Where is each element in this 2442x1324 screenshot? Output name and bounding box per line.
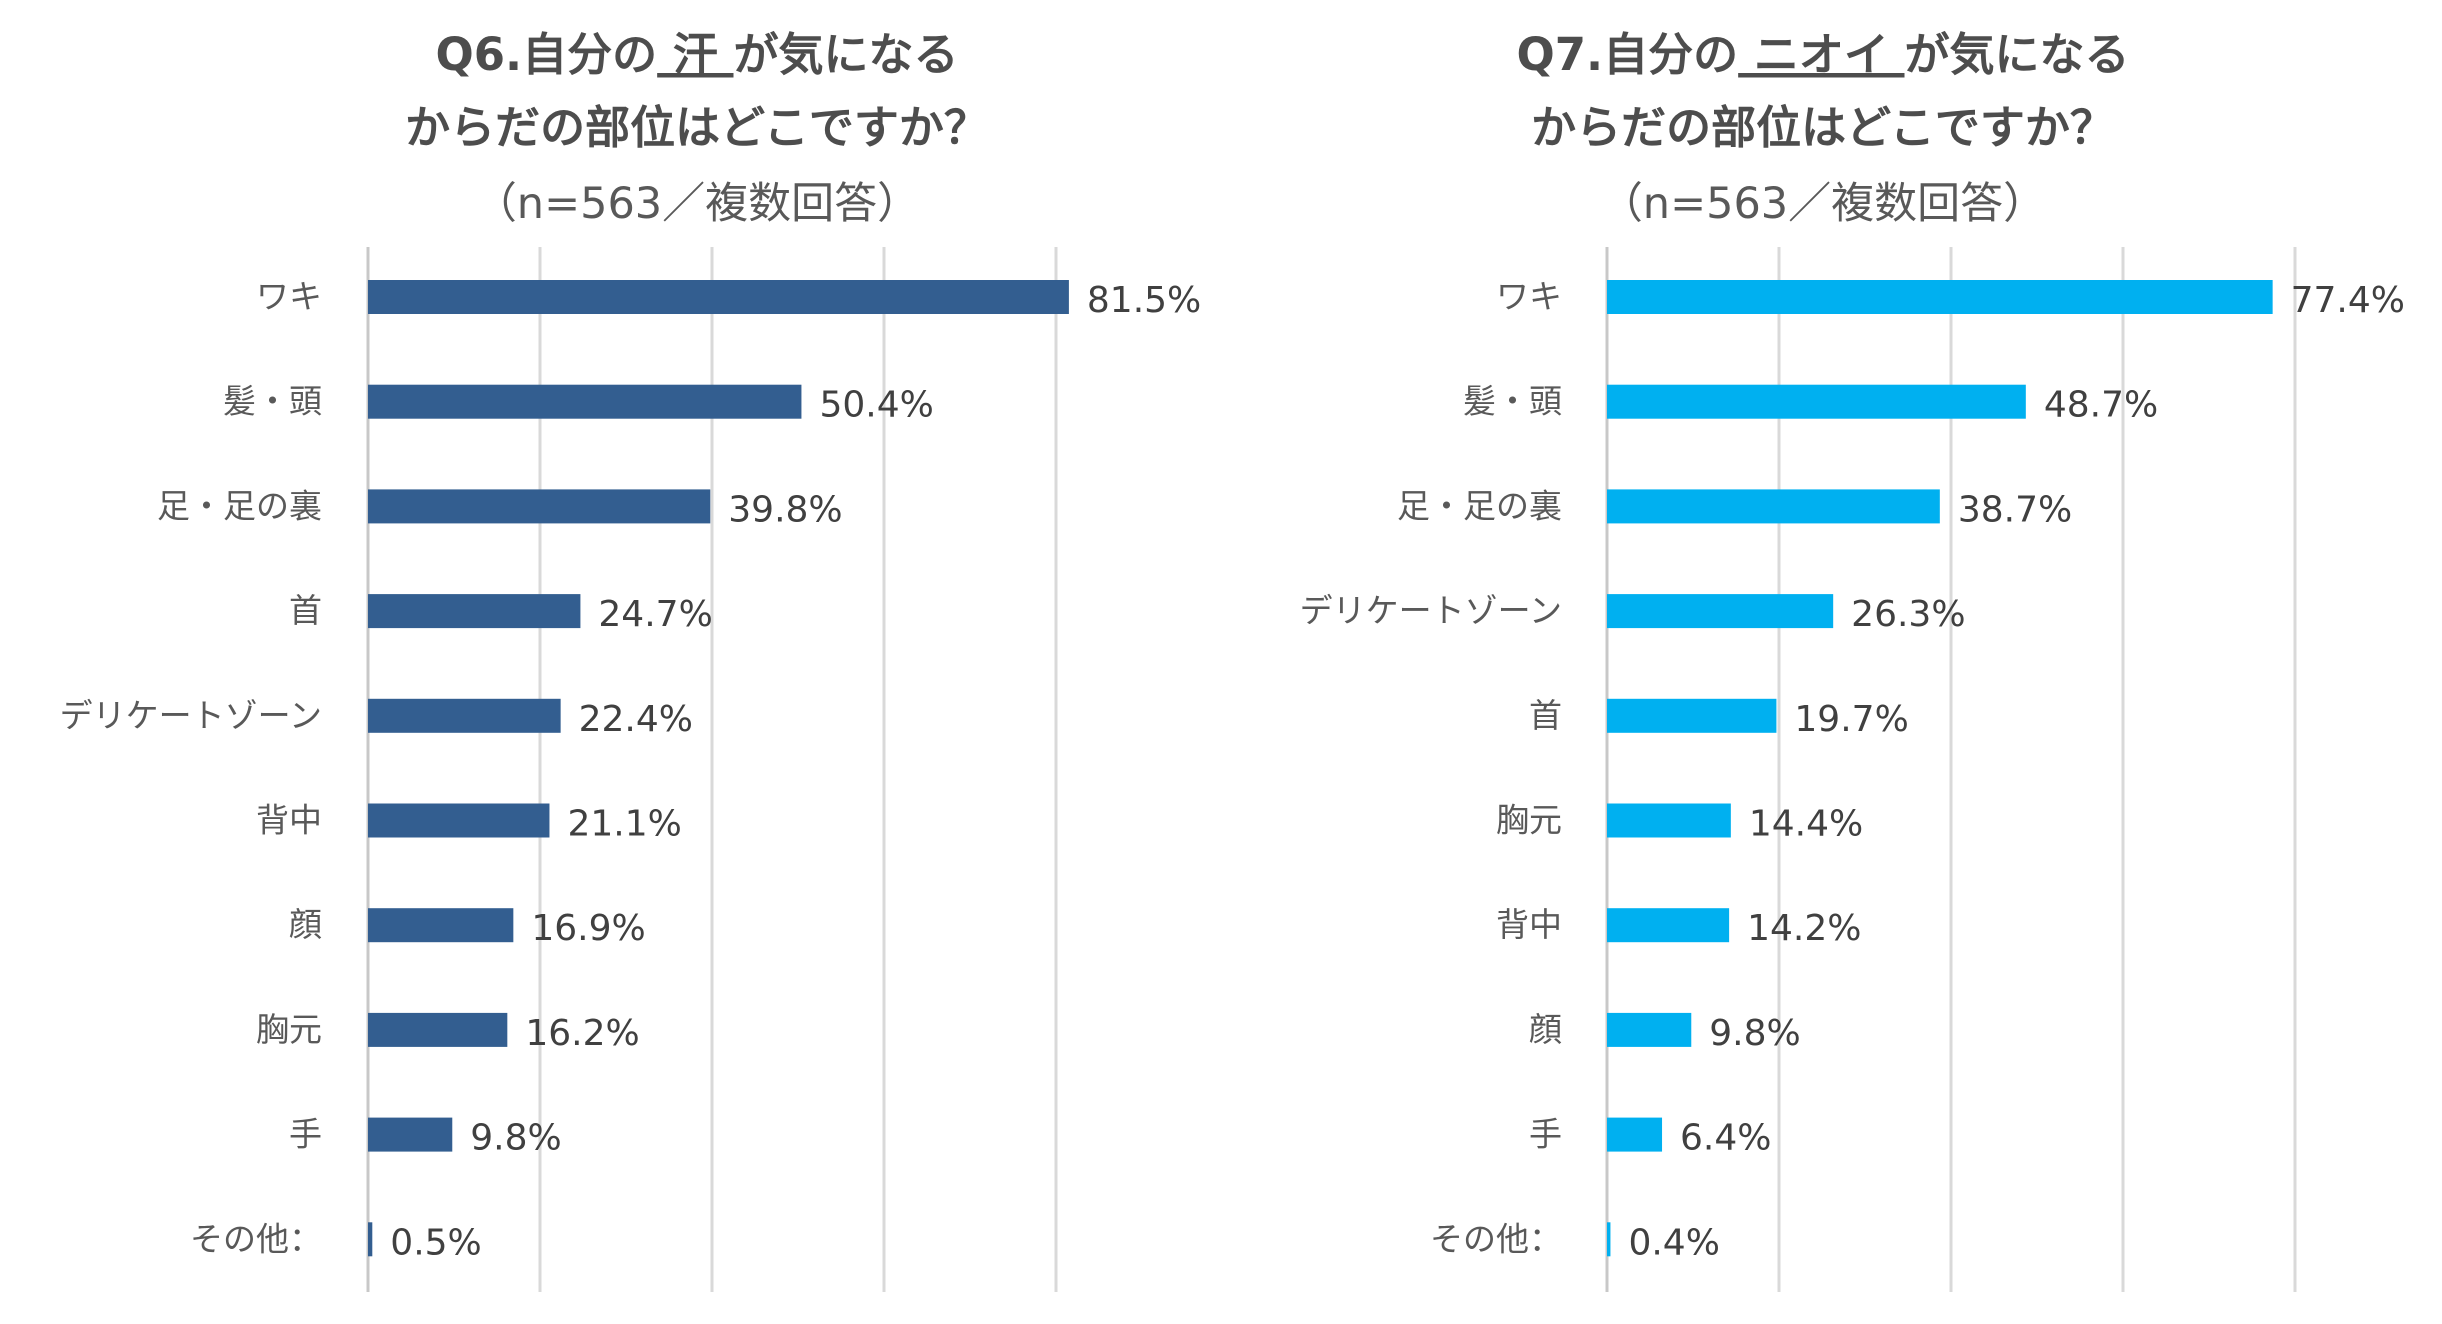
- chart-1: Q6.自分の 汗 が気になるからだの部位はどこですか？（n=563／複数回答）ワ…: [60, 28, 1201, 1292]
- data-label: 81.5%: [1087, 280, 1201, 321]
- data-label: 0.5%: [390, 1222, 481, 1263]
- bar: [368, 280, 1069, 314]
- data-label: 38.7%: [1958, 489, 2072, 530]
- data-label: 16.9%: [531, 908, 645, 949]
- bar: [1607, 384, 2026, 419]
- data-label: 16.2%: [525, 1013, 639, 1054]
- category-label: 髪・頭: [223, 382, 322, 421]
- data-label: 9.8%: [1709, 1013, 1800, 1054]
- data-label: 48.7%: [2044, 385, 2158, 426]
- category-label: 手: [289, 1115, 322, 1154]
- category-label: デリケートゾーン: [1300, 591, 1562, 630]
- bar: [1607, 908, 1730, 943]
- data-label: 50.4%: [819, 385, 933, 426]
- bar: [368, 908, 514, 943]
- category-label: 首: [289, 591, 322, 630]
- data-label: 22.4%: [579, 699, 693, 740]
- bar: [1607, 1117, 1663, 1152]
- title-emphasis: 汗: [657, 28, 733, 81]
- title-prefix: Q7.自分の: [1516, 28, 1738, 81]
- data-label: 0.4%: [1628, 1222, 1719, 1263]
- title-prefix: Q6.自分の: [435, 28, 657, 81]
- category-label: 背中: [1496, 905, 1562, 944]
- category-label: 胸元: [1496, 801, 1562, 840]
- bar: [368, 698, 561, 733]
- category-label: デリケートゾーン: [60, 696, 322, 735]
- title-suffix: が気になる: [734, 28, 959, 81]
- category-label: その他：: [190, 1219, 322, 1258]
- category-label: 背中: [256, 801, 322, 840]
- bar: [1607, 280, 2273, 314]
- chart-title-line1: Q7.自分の ニオイ が気になる: [1516, 28, 2129, 81]
- category-label: 髪・頭: [1463, 382, 1562, 421]
- bar: [368, 1222, 373, 1257]
- chart-title-line2: からだの部位はどこですか？: [1531, 101, 2115, 154]
- bar: [1607, 698, 1777, 733]
- bar: [368, 384, 802, 419]
- category-label: 顔: [1529, 1010, 1562, 1049]
- data-label: 14.4%: [1749, 804, 1863, 845]
- chart-title-line2: からだの部位はどこですか？: [405, 101, 989, 154]
- data-label: 77.4%: [2291, 280, 2405, 321]
- bar: [368, 489, 711, 524]
- data-label: 24.7%: [598, 594, 712, 635]
- data-label: 39.8%: [728, 489, 842, 530]
- data-label: 14.2%: [1747, 908, 1861, 949]
- data-label: 21.1%: [567, 804, 681, 845]
- category-label: その他：: [1430, 1219, 1562, 1258]
- chart-subtitle: （n=563／複数回答）: [474, 179, 920, 229]
- data-label: 26.3%: [1851, 594, 1965, 635]
- bar: [1607, 1222, 1611, 1257]
- category-label: 手: [1529, 1115, 1562, 1154]
- category-label: 足・足の裏: [1397, 486, 1562, 525]
- data-label: 6.4%: [1680, 1118, 1771, 1159]
- title-emphasis: ニオイ: [1738, 28, 1904, 81]
- title-suffix: が気になる: [1905, 28, 2130, 81]
- category-label: 胸元: [256, 1010, 322, 1049]
- bar: [1607, 1012, 1692, 1047]
- category-label: ワキ: [1496, 277, 1562, 316]
- chart-subtitle: （n=563／複数回答）: [1600, 179, 2046, 229]
- bar: [1607, 594, 1834, 629]
- category-label: 顔: [289, 905, 322, 944]
- bar: [1607, 803, 1731, 838]
- chart-2: Q7.自分の ニオイ が気になるからだの部位はどこですか？（n=563／複数回答…: [1300, 28, 2405, 1292]
- bar: [368, 594, 581, 629]
- chart-title-line1: Q6.自分の 汗 が気になる: [435, 28, 958, 81]
- bar: [368, 1012, 508, 1047]
- data-label: 9.8%: [470, 1118, 561, 1159]
- bar: [368, 1117, 453, 1152]
- category-label: ワキ: [256, 277, 322, 316]
- bar: [1607, 489, 1940, 524]
- category-label: 首: [1529, 696, 1562, 735]
- category-label: 足・足の裏: [157, 486, 322, 525]
- bar: [368, 803, 550, 838]
- data-label: 19.7%: [1794, 699, 1908, 740]
